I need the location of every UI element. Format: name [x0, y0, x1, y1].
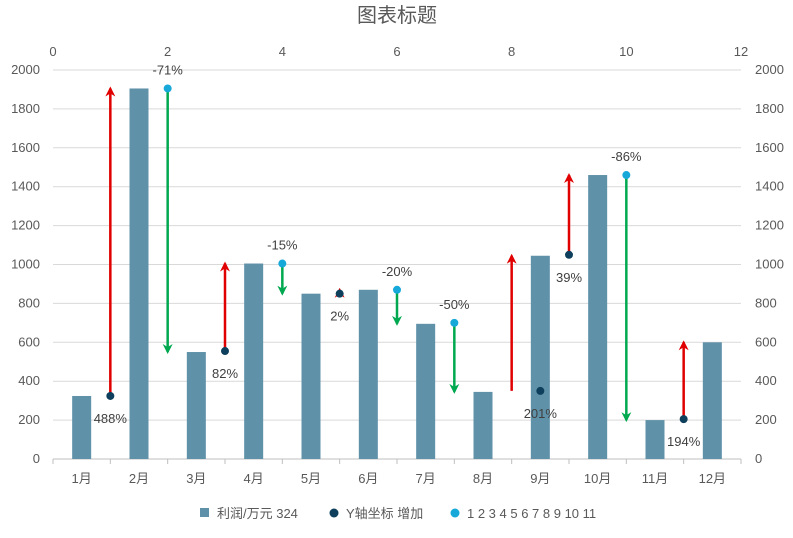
- point-decrease: [278, 259, 287, 268]
- x-secondary-tick-label: 12: [734, 44, 748, 59]
- x-tick-label: 7月: [416, 471, 436, 486]
- bar: [530, 255, 550, 459]
- bar: [301, 293, 321, 459]
- y-tick-label-right: 1200: [755, 218, 784, 233]
- y-tick-label-right: 600: [755, 334, 777, 349]
- y-tick-label-left: 400: [18, 373, 40, 388]
- axes: 0 0 200 200 400 400 600 600 800 800 1000 1000 1200 12…: [11, 44, 784, 486]
- data-label: -15%: [267, 238, 298, 253]
- bar: [645, 420, 665, 459]
- bar: [702, 342, 722, 459]
- x-tick-label: 9月: [530, 471, 550, 486]
- x-tick-label: 10月: [584, 471, 611, 486]
- chart-title: 图表标题: [357, 4, 437, 27]
- bar: [72, 395, 92, 459]
- scatter-points: [106, 84, 688, 424]
- y-tick-label-right: 800: [755, 295, 777, 310]
- bar: [129, 88, 149, 459]
- legend-swatch: [450, 508, 460, 518]
- y-tick-label-left: 1200: [11, 218, 40, 233]
- point-decrease: [393, 285, 401, 294]
- data-label: -71%: [152, 62, 183, 77]
- x-secondary-tick-label: 0: [49, 44, 56, 59]
- point-increase: [536, 386, 545, 395]
- point-increase: [335, 289, 344, 298]
- data-label: 82%: [212, 366, 238, 381]
- x-tick-label: 4月: [244, 471, 264, 486]
- legend: 利润/万元 324 Y轴坐标 增加 1 2 3 4 5 6 7 8 9 10 11: [200, 506, 596, 521]
- y-tick-label-right: 1800: [755, 101, 784, 116]
- data-label: -20%: [382, 264, 413, 279]
- x-tick-label: 8月: [473, 471, 493, 486]
- x-tick-label: 6月: [358, 471, 378, 486]
- point-increase: [106, 391, 115, 400]
- y-tick-label-right: 1000: [755, 257, 784, 272]
- bar: [358, 289, 378, 459]
- x-tick-label: 12月: [699, 471, 726, 486]
- y-tick-label-right: 1400: [755, 179, 784, 194]
- x-secondary-tick-label: 6: [393, 44, 400, 59]
- data-label: 201%: [524, 406, 558, 421]
- data-labels: 488% 82% 2% 201% 39% 194% -71% -15% -20% -50% -86%: [94, 62, 701, 449]
- y-tick-label-right: 200: [755, 412, 777, 427]
- y-tick-label-right: 2000: [755, 62, 784, 77]
- data-label: 39%: [556, 270, 582, 285]
- legend-label: 利润/万元 324: [217, 506, 298, 521]
- data-label: 2%: [330, 309, 349, 324]
- x-secondary-tick-label: 10: [619, 44, 633, 59]
- y-tick-label-right: 400: [755, 373, 777, 388]
- x-tick-label: 2月: [129, 471, 149, 486]
- data-label: -86%: [611, 149, 642, 164]
- data-label: 488%: [94, 411, 128, 426]
- x-secondary-tick-label: 4: [279, 44, 286, 59]
- bar: [416, 323, 436, 459]
- y-tick-label-left: 600: [18, 334, 40, 349]
- bar: [186, 352, 206, 459]
- y-tick-label-left: 1600: [11, 140, 40, 155]
- x-tick-label: 5月: [301, 471, 321, 486]
- y-tick-label-left: 1400: [11, 179, 40, 194]
- y-tick-label-left: 0: [33, 451, 40, 466]
- legend-swatch: [329, 508, 339, 518]
- point-decrease: [622, 171, 631, 180]
- x-secondary-tick-label: 8: [508, 44, 515, 59]
- y-tick-label-left: 1800: [11, 101, 40, 116]
- x-secondary-tick-label: 2: [164, 44, 171, 59]
- x-tick-label: 3月: [186, 471, 206, 486]
- point-increase: [221, 347, 229, 356]
- point-increase: [565, 250, 573, 259]
- y-tick-label-left: 800: [18, 295, 40, 310]
- y-tick-label-left: 2000: [11, 62, 40, 77]
- change-arrows: [105, 86, 689, 423]
- point-decrease: [450, 318, 459, 327]
- x-tick-label: 1月: [72, 471, 92, 486]
- legend-swatch: [200, 508, 209, 517]
- y-tick-label-left: 1000: [11, 257, 40, 272]
- bar-series: [72, 88, 722, 459]
- data-label: -50%: [439, 297, 470, 312]
- point-decrease: [163, 84, 172, 93]
- y-tick-label-right: 1600: [755, 140, 784, 155]
- x-tick-label: 11月: [642, 471, 669, 486]
- bar: [473, 391, 493, 459]
- y-tick-label-right: 0: [755, 451, 762, 466]
- bar: [588, 175, 608, 459]
- data-label: 194%: [667, 434, 701, 449]
- legend-label: 1 2 3 4 5 6 7 8 9 10 11: [467, 506, 596, 521]
- bar: [244, 263, 264, 459]
- legend-label: Y轴坐标 增加: [346, 506, 423, 521]
- point-increase: [679, 415, 688, 424]
- y-tick-label-left: 200: [18, 412, 40, 427]
